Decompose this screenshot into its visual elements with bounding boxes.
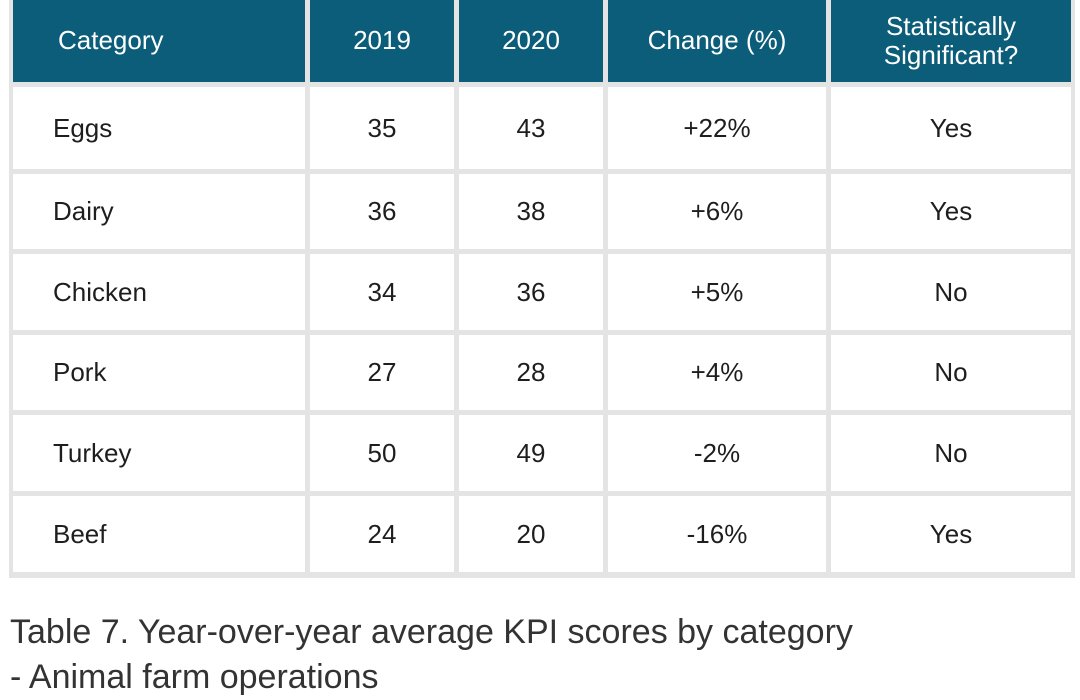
- cell-change: +5%: [608, 254, 826, 330]
- cell-category: Pork: [13, 335, 305, 410]
- cell-significant: No: [831, 254, 1071, 330]
- cell-significant: Yes: [831, 496, 1071, 572]
- cell-2020: 43: [459, 87, 603, 169]
- cell-2019: 34: [310, 254, 454, 330]
- header-category: Category: [13, 0, 305, 82]
- cell-category: Turkey: [13, 415, 305, 491]
- cell-significant: Yes: [831, 87, 1071, 169]
- cell-change: -16%: [608, 496, 826, 572]
- cell-2019: 36: [310, 174, 454, 249]
- cell-2019: 35: [310, 87, 454, 169]
- cell-change: +6%: [608, 174, 826, 249]
- cell-significant: No: [831, 335, 1071, 410]
- header-2020: 2020: [459, 0, 603, 82]
- cell-2019: 50: [310, 415, 454, 491]
- cell-2019: 24: [310, 496, 454, 572]
- cell-2020: 38: [459, 174, 603, 249]
- kpi-table: Category 2019 2020 Change (%) Statistica…: [9, 0, 1075, 578]
- cell-2019: 27: [310, 335, 454, 410]
- cell-change: -2%: [608, 415, 826, 491]
- cell-2020: 28: [459, 335, 603, 410]
- cell-significant: Yes: [831, 174, 1071, 249]
- cell-2020: 36: [459, 254, 603, 330]
- cell-category: Beef: [13, 496, 305, 572]
- cell-category: Eggs: [13, 87, 305, 169]
- cell-change: +22%: [608, 87, 826, 169]
- cell-2020: 20: [459, 496, 603, 572]
- table-caption: Table 7. Year-over-year average KPI scor…: [10, 613, 853, 696]
- header-2019: 2019: [310, 0, 454, 82]
- cell-significant: No: [831, 415, 1071, 491]
- header-change: Change (%): [608, 0, 826, 82]
- cell-category: Chicken: [13, 254, 305, 330]
- cell-change: +4%: [608, 335, 826, 410]
- cell-category: Dairy: [13, 174, 305, 249]
- cell-2020: 49: [459, 415, 603, 491]
- header-significant: Statistically Significant?: [831, 0, 1071, 82]
